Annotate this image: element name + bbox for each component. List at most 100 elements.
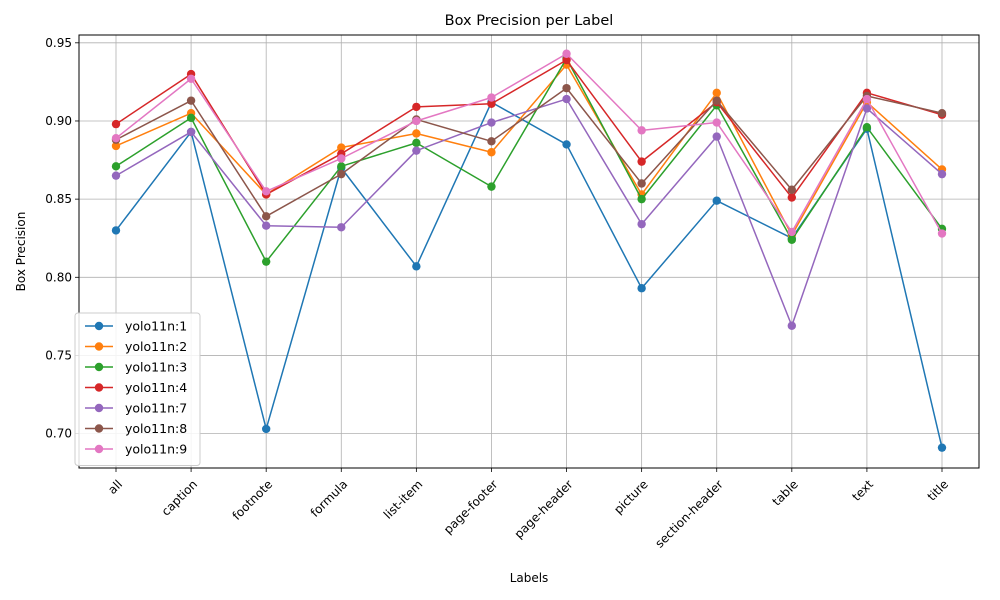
chart-title: Box Precision per Label [445, 13, 614, 29]
data-point [487, 182, 496, 191]
y-tick-label: 0.75 [45, 348, 72, 362]
legend-item: yolo11n:2 [85, 339, 187, 354]
series-line [115, 53, 943, 234]
y-tick-label: 0.95 [45, 36, 72, 50]
data-point [261, 221, 271, 230]
data-point [787, 235, 797, 244]
data-point [862, 94, 872, 104]
data-point [712, 118, 721, 127]
legend-marker [94, 342, 104, 351]
data-point [261, 424, 271, 434]
plot-frame [78, 34, 980, 469]
legend-marker [94, 383, 104, 392]
y-axis-label: Box Precision [14, 212, 28, 292]
data-point [562, 49, 571, 58]
data-point [637, 219, 646, 229]
legend-label: yolo11n:7 [125, 401, 187, 416]
data-point [937, 443, 947, 452]
data-point [712, 196, 721, 205]
legend-item: yolo11n:4 [85, 380, 187, 395]
data-point [412, 262, 421, 271]
data-point [862, 104, 872, 113]
legend: yolo11n:1 yolo11n:2 yolo11n:3 yolo11n:4 yolo… [74, 312, 201, 466]
data-point [111, 119, 121, 129]
data-point [337, 154, 346, 163]
legend-marker [94, 362, 104, 372]
data-point [787, 321, 797, 330]
series-line [115, 98, 943, 327]
data-point [337, 162, 346, 171]
data-point [261, 187, 271, 196]
data-point [412, 116, 421, 126]
data-point [412, 146, 421, 155]
data-point [562, 55, 571, 65]
data-point [862, 123, 872, 132]
data-point [787, 193, 797, 202]
data-point [562, 94, 571, 104]
data-point [637, 179, 646, 188]
series-line [115, 87, 943, 218]
data-point [787, 185, 797, 194]
series-yolo11n-7 [111, 94, 947, 330]
data-point [562, 140, 571, 149]
data-point [186, 74, 196, 83]
legend-marker [94, 444, 104, 454]
legend-item: yolo11n:9 [85, 442, 187, 457]
legend-label: yolo11n:9 [125, 442, 187, 457]
data-point [937, 169, 947, 179]
data-point [487, 118, 496, 127]
legend-marker [94, 424, 104, 433]
series-line [115, 63, 943, 236]
data-point [562, 83, 571, 93]
data-point [186, 127, 196, 137]
y-tick-label: 0.85 [45, 192, 72, 206]
data-point [111, 141, 121, 151]
y-tick-label: 0.70 [45, 427, 72, 441]
y-tick-label: 0.90 [45, 114, 72, 128]
data-point [412, 129, 421, 138]
data-point [487, 137, 496, 146]
data-point [937, 108, 947, 118]
y-tick-label: 0.80 [45, 270, 72, 284]
series-layer [111, 49, 947, 452]
data-point [787, 227, 797, 237]
legend-box [74, 312, 201, 466]
data-point [337, 143, 346, 152]
data-point [261, 212, 271, 221]
legend-label: yolo11n:1 [125, 319, 187, 334]
legend-item: yolo11n:7 [85, 401, 187, 416]
legend-label: yolo11n:2 [125, 339, 187, 354]
data-point [487, 99, 496, 108]
data-point [111, 171, 121, 180]
data-point [712, 88, 721, 98]
series-line [115, 59, 943, 199]
series-line [115, 57, 943, 263]
data-point [637, 126, 646, 135]
y-axis: 0.70 0.75 0.80 0.85 0.90 0.95 [45, 36, 79, 441]
series-yolo11n-9 [111, 49, 947, 238]
legend-label: yolo11n:4 [125, 380, 187, 395]
data-point [261, 257, 271, 266]
data-point [637, 194, 646, 204]
legend-item: yolo11n:3 [85, 360, 187, 375]
data-point [937, 229, 947, 238]
legend-marker [94, 321, 104, 331]
legend-label: yolo11n:8 [125, 421, 187, 436]
data-point [186, 113, 196, 123]
data-point [637, 157, 646, 166]
x-axis-label: Labels [510, 571, 549, 585]
legend-label: yolo11n:3 [125, 360, 187, 375]
data-point [111, 226, 121, 235]
legend-item: yolo11n:1 [85, 319, 187, 334]
data-point [337, 223, 346, 232]
legend-item: yolo11n:8 [85, 421, 187, 436]
data-point [111, 133, 121, 143]
data-point [712, 96, 721, 105]
data-point [186, 96, 196, 105]
data-point [712, 132, 721, 141]
data-point [637, 284, 646, 293]
data-point [111, 162, 121, 171]
data-point [487, 93, 496, 102]
